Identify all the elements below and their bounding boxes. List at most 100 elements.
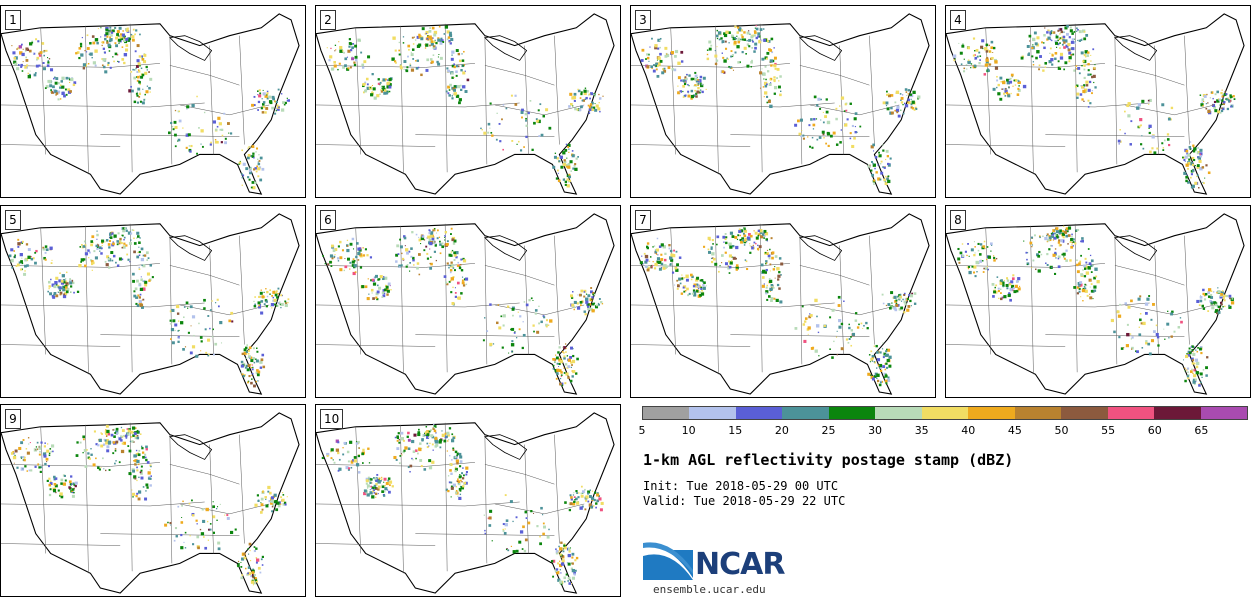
echo-pixel <box>114 52 118 56</box>
echo-pixel <box>571 576 575 580</box>
echo-pixel <box>563 346 567 350</box>
echo-pixel <box>42 452 47 456</box>
echo-pixel <box>505 519 509 522</box>
echo-pixel <box>663 67 666 70</box>
echo-pixel <box>1062 39 1065 42</box>
echo-pixel <box>1187 371 1189 373</box>
echo-pixel <box>91 260 94 263</box>
echo-pixel <box>100 36 102 38</box>
echo-pixel <box>598 93 600 96</box>
echo-pixel <box>271 307 273 309</box>
echo-pixel <box>881 293 884 296</box>
echo-pixel <box>869 374 872 377</box>
echo-pixel <box>1222 296 1225 300</box>
echo-pixel <box>952 54 957 58</box>
echo-pixel <box>670 263 672 265</box>
ensemble-url[interactable]: ensemble.ucar.edu <box>653 583 766 596</box>
echo-pixel <box>709 239 711 241</box>
stamp-panel-1[interactable]: 1 <box>0 5 306 198</box>
echo-pixel <box>1192 150 1196 153</box>
echo-pixel <box>106 255 110 259</box>
echo-pixel <box>34 251 37 254</box>
stamp-panel-10[interactable]: 10 <box>315 404 621 597</box>
echo-pixel <box>65 280 68 283</box>
echo-pixel <box>1216 292 1218 294</box>
echo-pixel <box>454 469 457 473</box>
stamp-panel-7[interactable]: 7 <box>630 205 936 398</box>
state-border <box>869 35 875 145</box>
echo-pixel <box>105 441 109 445</box>
echo-pixel <box>456 281 460 285</box>
echo-pixel <box>701 289 703 292</box>
stamp-panel-3[interactable]: 3 <box>630 5 936 198</box>
echo-pixel <box>682 286 685 289</box>
echo-pixel <box>699 89 702 91</box>
echo-pixel <box>763 237 765 239</box>
echo-pixel <box>1083 59 1087 64</box>
echo-pixel <box>575 157 578 160</box>
echo-pixel <box>668 244 671 247</box>
stamp-panel-8[interactable]: 8 <box>945 205 1251 398</box>
echo-pixel <box>343 269 346 272</box>
echo-pixel <box>259 304 262 306</box>
echo-pixel <box>253 95 256 98</box>
echo-pixel <box>88 257 90 259</box>
stamp-panel-4[interactable]: 4 <box>945 5 1251 198</box>
stamp-panel-2[interactable]: 2 <box>315 5 621 198</box>
state-border <box>1045 334 1185 337</box>
echo-pixel <box>780 90 782 92</box>
echo-pixel <box>1213 105 1217 109</box>
ncar-logo[interactable]: NCAR <box>643 540 793 585</box>
echo-pixel <box>827 132 831 136</box>
echo-pixel <box>121 33 125 37</box>
echo-pixel <box>276 296 279 299</box>
echo-pixel <box>257 499 260 502</box>
echo-pixel <box>1093 289 1097 292</box>
echo-pixel <box>527 521 531 525</box>
echo-pixel <box>49 246 53 250</box>
echo-pixel <box>518 540 522 544</box>
echo-pixel <box>13 250 16 252</box>
echo-pixel <box>991 244 993 246</box>
echo-pixel <box>538 135 541 138</box>
echo-pixel <box>255 380 258 383</box>
echo-pixel <box>569 160 573 164</box>
echo-pixel <box>696 77 698 79</box>
echo-pixel <box>448 39 451 43</box>
echo-pixel <box>673 68 677 72</box>
echo-pixel <box>448 94 451 97</box>
echo-pixel <box>729 231 734 235</box>
echo-pixel <box>1046 234 1048 237</box>
echo-pixel <box>488 524 492 527</box>
echo-pixel <box>517 311 519 313</box>
echo-pixel <box>563 355 566 358</box>
echo-pixel <box>737 26 740 29</box>
echo-pixel <box>38 463 41 466</box>
echo-pixel <box>409 471 411 473</box>
echo-pixel <box>138 55 142 58</box>
echo-pixel <box>177 336 180 339</box>
echo-pixel <box>448 481 451 484</box>
stamp-panel-5[interactable]: 5 <box>0 205 306 398</box>
echo-pixel <box>136 459 140 463</box>
echo-pixel <box>199 528 202 531</box>
echo-pixel <box>177 330 179 332</box>
echo-pixel <box>853 117 857 121</box>
echo-pixel <box>1063 257 1066 260</box>
echo-pixel <box>571 359 576 364</box>
echo-pixel <box>1145 340 1148 343</box>
stamp-panel-9[interactable]: 9 <box>0 404 306 597</box>
echo-pixel <box>820 98 822 101</box>
echo-pixel <box>555 548 557 550</box>
echo-pixel <box>337 451 340 455</box>
echo-pixel <box>594 103 596 105</box>
echo-pixel <box>186 108 188 110</box>
echo-pixel <box>511 327 515 331</box>
state-border <box>1184 35 1190 145</box>
echo-pixel <box>107 30 110 33</box>
echo-pixel <box>699 75 703 79</box>
echo-pixel <box>383 276 385 278</box>
stamp-panel-6[interactable]: 6 <box>315 205 621 398</box>
echo-pixel <box>463 50 465 53</box>
echo-pixel <box>455 94 460 98</box>
